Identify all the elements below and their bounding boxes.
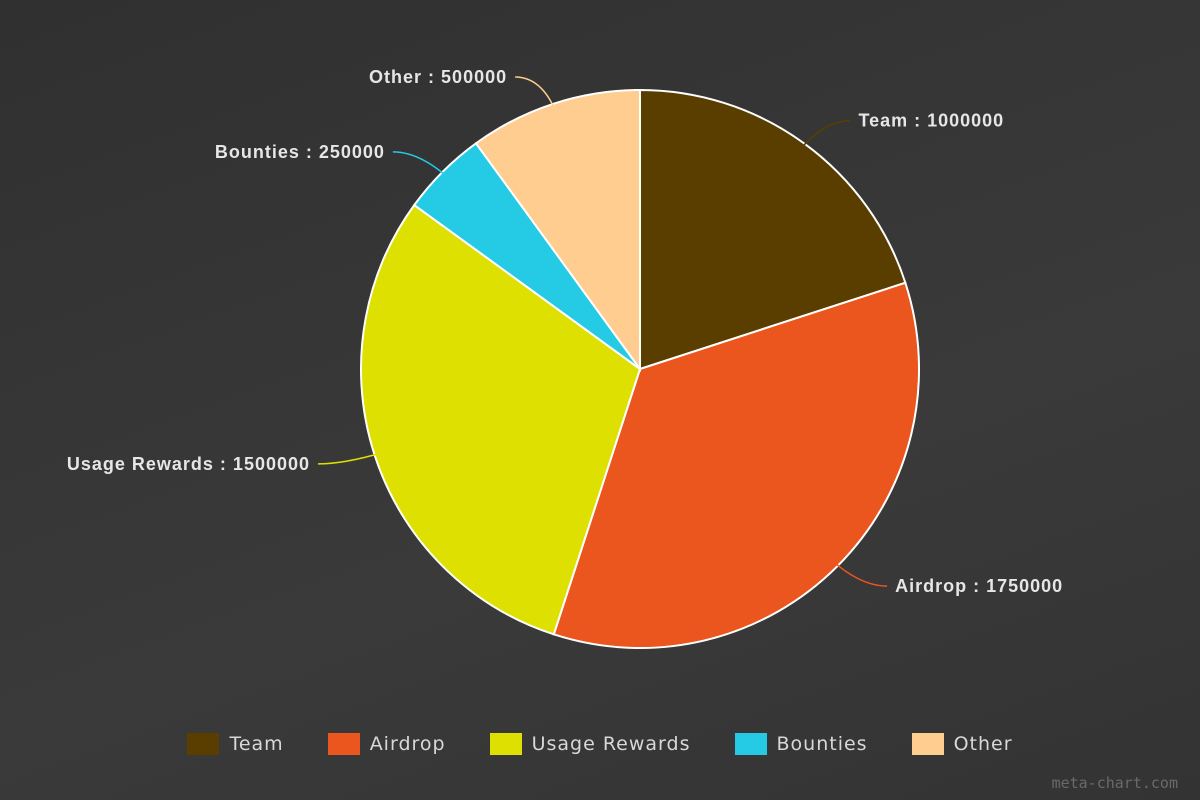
legend-item-usage-rewards[interactable]: Usage Rewards [489,733,691,755]
legend-label: Airdrop [369,733,446,755]
legend: Team Airdrop Usage Rewards Bounties Other [0,733,1200,755]
legend-item-other[interactable]: Other [911,733,1013,755]
slice-label-other: Other : 500000 [369,67,507,87]
legend-label: Bounties [776,733,868,755]
leader-line-airdrop [822,551,888,587]
legend-item-team[interactable]: Team [187,733,283,755]
pie-chart: Team : 1000000 Airdrop : 1750000 Usage Rew… [67,67,1063,649]
legend-swatch [911,733,944,755]
slice-label-usage-rewards: Usage Rewards : 1500000 [67,454,310,474]
legend-label: Team [229,733,284,755]
legend-swatch [327,733,360,755]
slice-label-team: Team : 1000000 [858,111,1004,131]
slice-label-airdrop: Airdrop : 1750000 [895,576,1063,596]
legend-swatch [187,733,220,755]
legend-swatch [734,733,767,755]
slice-label-bounties: Bounties : 250000 [215,142,385,162]
legend-label: Other [953,733,1013,755]
pie-slice-team[interactable] [639,88,907,371]
pie-slice-other[interactable] [474,88,641,373]
leader-line-other [515,76,561,123]
leader-line-bounties [392,151,458,187]
legend-item-airdrop[interactable]: Airdrop [327,733,446,755]
legend-swatch [489,733,522,755]
watermark: meta-chart.com [1051,774,1178,792]
legend-label: Usage Rewards [531,733,691,755]
leader-line-team [791,119,851,160]
leader-line-usage-rewards [318,448,394,465]
legend-item-bounties[interactable]: Bounties [734,733,868,755]
